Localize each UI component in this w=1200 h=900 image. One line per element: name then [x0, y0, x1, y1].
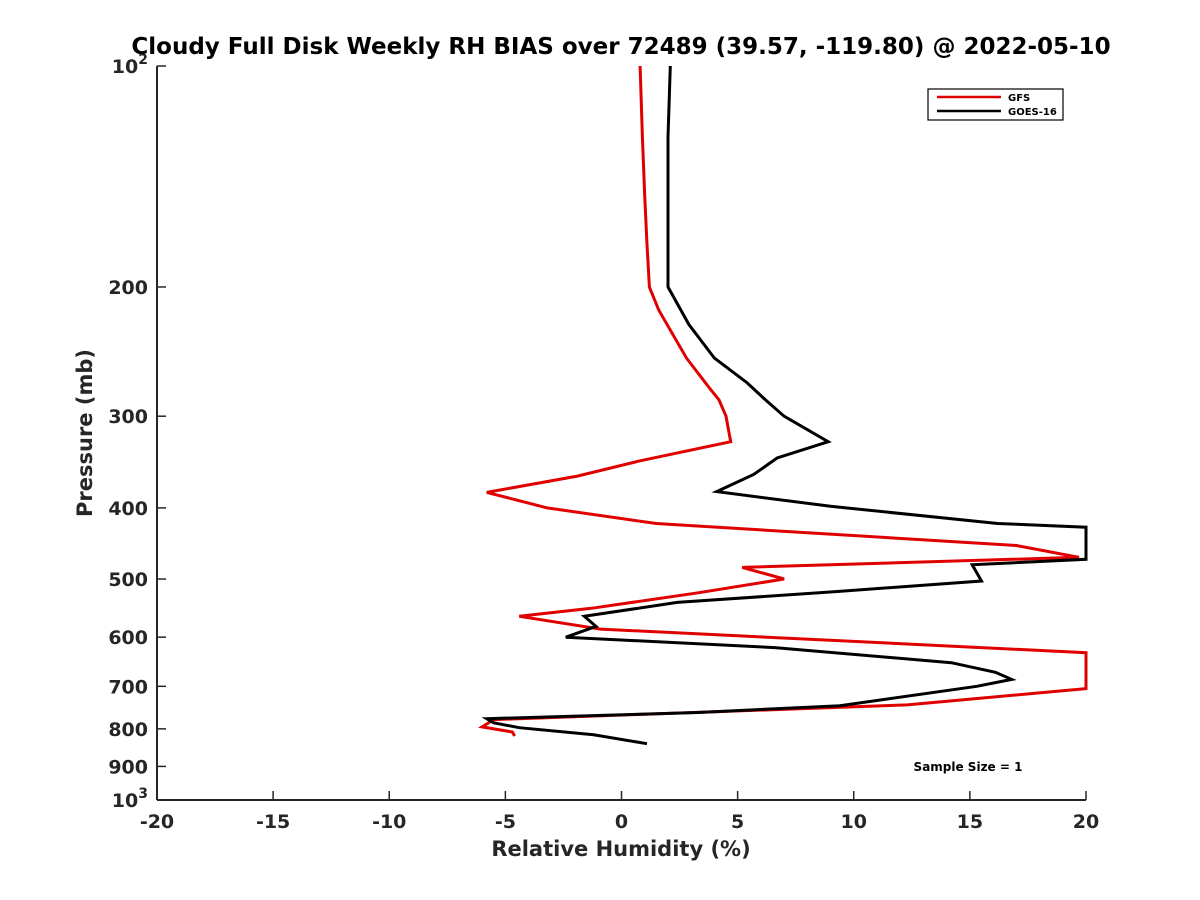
x-tick-label: -5 [495, 811, 516, 833]
x-tick-label: 20 [1073, 811, 1099, 833]
x-axis-ticks: -20 -15 -10 -5 0 5 10 15 20 [140, 791, 1099, 833]
y-tick-label: 103 [112, 786, 148, 812]
series-line-goes16 [481, 65, 1088, 746]
y-tick-label: 400 [108, 498, 148, 520]
x-tick-label: -20 [140, 811, 174, 833]
sample-size-annotation: Sample Size = 1 [914, 760, 1023, 774]
legend-box [927, 88, 1064, 121]
y-axis-ticks: 102 200 300 400 500 600 700 800 900 103 [108, 52, 166, 812]
y-tick-label: 200 [108, 277, 148, 299]
x-tick-label: 5 [731, 811, 744, 833]
y-tick-label: 800 [108, 719, 148, 741]
y-tick-label: 102 [112, 52, 148, 78]
y-tick-label: 600 [108, 627, 148, 649]
series-group [477, 65, 1088, 746]
x-tick-label: -15 [256, 811, 290, 833]
x-tick-label: 15 [957, 811, 983, 833]
x-tick-label: 0 [615, 811, 628, 833]
y-axis-label: Pressure (mb) [73, 349, 97, 517]
legend-label-goes16: GOES-16 [1008, 107, 1057, 118]
y-tick-label: 700 [108, 676, 148, 698]
legend: GFS GOES-16 [927, 88, 1064, 121]
series-line-gfs [477, 65, 1088, 737]
y-tick-label: 500 [108, 569, 148, 591]
x-tick-label: -10 [372, 811, 406, 833]
legend-label-gfs: GFS [1008, 93, 1030, 104]
x-tick-label: 10 [841, 811, 867, 833]
chart-title: Cloudy Full Disk Weekly RH BIAS over 724… [131, 34, 1110, 60]
x-axis-label: Relative Humidity (%) [491, 837, 750, 861]
y-tick-label: 300 [108, 406, 148, 428]
y-tick-label: 900 [108, 756, 148, 778]
